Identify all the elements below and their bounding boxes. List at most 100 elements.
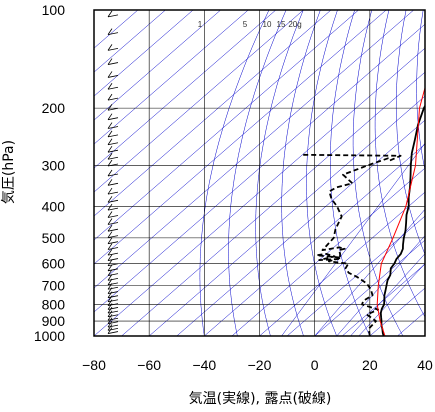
wind-barb (107, 310, 119, 318)
mixing-ratio-label: 15 (277, 20, 286, 29)
x-tick-label: −80 (82, 357, 106, 373)
isotherm-line (94, 10, 332, 217)
isotherm-line (94, 10, 166, 73)
y-tick-label: 100 (42, 2, 66, 18)
dry-adiabat-line (330, 10, 371, 336)
wind-barb (107, 254, 119, 261)
wind-barb (107, 306, 119, 314)
dry-adiabat-line (395, 10, 425, 256)
isotherm-line (94, 10, 249, 145)
x-tick-label: 20 (362, 357, 378, 373)
mixing-ratio-line (281, 142, 425, 336)
y-tick-label: 800 (42, 296, 66, 312)
dry-adiabat-line (352, 10, 404, 336)
wind-barb (107, 145, 119, 153)
wind-barb (107, 317, 119, 325)
mixing-ratio-labels: 1 5 10 15 20g (198, 20, 302, 29)
wind-barb (107, 299, 119, 307)
wind-barb (107, 187, 119, 195)
parcel-line (376, 85, 425, 336)
sounding-series (302, 85, 425, 336)
wind-barb (107, 287, 119, 294)
mixing-ratio-line (358, 263, 425, 336)
wind-barb (107, 159, 119, 167)
wind-barb (107, 324, 119, 331)
x-tick-label: 40 (417, 357, 433, 373)
wind-barb (107, 10, 119, 18)
y-tick-label: 500 (42, 230, 66, 246)
isotherm-line (94, 10, 276, 169)
wind-barb (107, 138, 119, 146)
isotherm-line (204, 143, 425, 336)
isotherm-line (314, 239, 425, 336)
guide-lines (94, 10, 425, 336)
wind-barb (107, 274, 119, 281)
dry-adiabat-line (281, 10, 321, 336)
dry-adiabat-line (228, 10, 287, 336)
wind-barb (107, 153, 119, 160)
wind-barb (107, 303, 119, 310)
y-axis-title: 気圧(hPa) (1, 140, 17, 204)
y-tick-label: 400 (42, 198, 66, 214)
isotherm-line (424, 335, 425, 336)
wind-barb (107, 224, 119, 232)
wind-barb (107, 122, 119, 129)
wind-barb (107, 28, 119, 36)
isotherm-line (149, 95, 425, 336)
isotherm-line (94, 10, 221, 121)
dry-adiabat-line (255, 10, 304, 336)
wind-barb (107, 327, 119, 334)
x-tick-label: −20 (248, 357, 272, 373)
wind-barb (107, 71, 119, 78)
dry-adiabat-line (416, 10, 425, 171)
isotherm-line (286, 215, 425, 336)
dewpoint-line (302, 153, 402, 336)
dry-adiabat-line (306, 10, 338, 336)
wind-barb (107, 196, 119, 203)
dry-adiabat-line (374, 10, 425, 318)
wind-barb (107, 104, 119, 111)
wind-barb (107, 58, 119, 65)
wind-barb (107, 113, 119, 121)
y-tick-label: 200 (42, 100, 66, 116)
y-tick-label: 700 (42, 278, 66, 294)
isotherm-line (94, 10, 387, 265)
wind-barb (107, 203, 119, 211)
isotherm-line (94, 10, 359, 241)
plot-frame (93, 9, 426, 337)
mixing-ratio-line (350, 253, 425, 336)
isotherm-line (94, 47, 425, 336)
wind-barb (107, 320, 119, 328)
wind-barb (107, 44, 119, 51)
y-tick-label: 900 (42, 313, 66, 329)
wind-barb (107, 314, 119, 321)
wind-barb (107, 278, 119, 286)
x-axis-ticks: −80 −60 −40 −20 0 20 40 (82, 357, 433, 373)
mixing-ratio-label: 5 (243, 20, 248, 29)
wind-barb (107, 93, 119, 101)
wind-barb (107, 291, 119, 299)
isotherm-line (94, 10, 414, 289)
mixing-ratio-line (314, 208, 425, 336)
wind-barb (107, 259, 119, 267)
isotherm-line (176, 119, 425, 336)
isotherm-line (342, 263, 425, 336)
wind-barb (107, 83, 119, 90)
wind-barb (107, 264, 119, 272)
y-tick-label: 1000 (34, 328, 65, 344)
wind-barb (107, 269, 119, 277)
x-tick-label: −40 (192, 357, 216, 373)
wind-barb (107, 237, 119, 245)
dry-adiabat-line (199, 10, 270, 336)
wind-barb (107, 211, 119, 218)
wind-barb (107, 283, 119, 290)
temperature-line (379, 104, 425, 336)
wind-barb (107, 130, 119, 138)
mixing-ratio-label: 20g (288, 20, 301, 29)
y-tick-label: 600 (42, 256, 66, 272)
wind-barb (107, 231, 119, 238)
isotherm-line (94, 10, 304, 193)
isotherm-line (94, 10, 194, 97)
